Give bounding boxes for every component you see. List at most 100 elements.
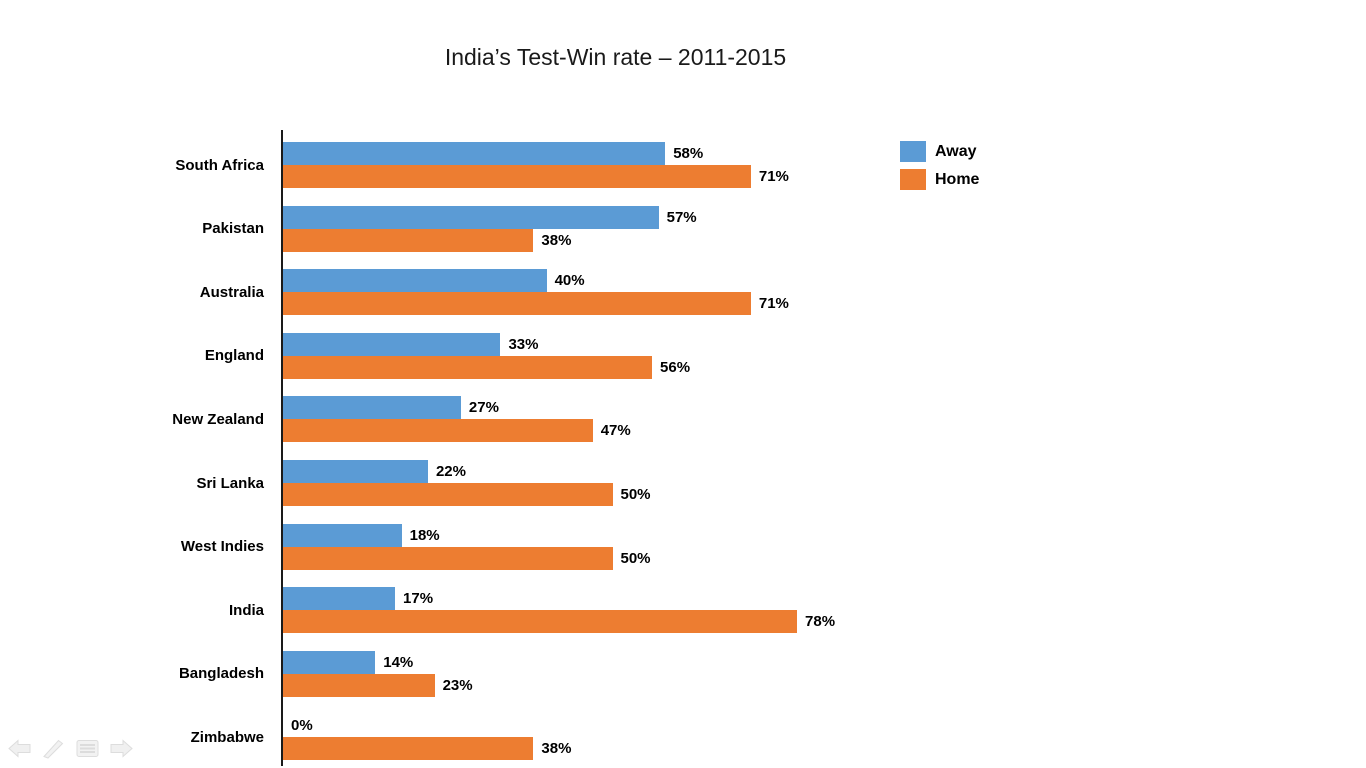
legend-label: Home (935, 170, 980, 188)
y-axis-line (281, 130, 283, 766)
bar-group: 14% 23% (283, 650, 473, 697)
bar-line-away: 27% (283, 396, 631, 420)
bar-line-home: 71% (283, 165, 789, 188)
bar-home (283, 546, 613, 570)
bar-home (283, 355, 653, 379)
data-label: 23% (442, 676, 473, 694)
bar-away (283, 332, 501, 356)
bar-line-away: 18% (283, 523, 651, 547)
next-slide-icon[interactable] (110, 738, 133, 759)
bar-group: 33% 56% (283, 332, 691, 379)
bar-line-home: 56% (283, 355, 691, 379)
bar-home (283, 419, 593, 443)
legend-swatch-home (900, 169, 926, 190)
bar-line-home: 78% (283, 610, 836, 634)
bar-group: 22% 50% (283, 460, 651, 506)
bar-away (283, 650, 376, 674)
bar-away (283, 523, 402, 547)
data-label: 38% (541, 740, 572, 758)
bar-home (283, 673, 435, 697)
data-label: 78% (805, 613, 836, 631)
category-label: West Indies (180, 538, 264, 556)
category-label: Australia (199, 283, 264, 301)
bar-line-home: 50% (283, 483, 651, 506)
bar-line-home: 71% (283, 292, 789, 316)
legend-item-home: Home (900, 169, 979, 190)
bar-line-away: 17% (283, 587, 835, 611)
data-label: 40% (554, 272, 585, 290)
bar-line-away: 33% (283, 332, 690, 356)
chart-row: Australia 40% 71% (0, 257, 1366, 321)
bar-home (283, 610, 798, 634)
legend-swatch-away (900, 141, 926, 162)
data-label: 33% (508, 335, 539, 353)
bar-away (283, 587, 396, 611)
bar-group: 58% 71% (283, 142, 789, 188)
bar-home (283, 483, 613, 506)
bar-away (283, 142, 666, 165)
data-label: 50% (620, 486, 651, 503)
bar-group: 18% 50% (283, 523, 651, 570)
bar-away (283, 460, 428, 483)
chart-row: India 17% 78% (0, 575, 1366, 639)
bar-line-home: 38% (283, 228, 697, 252)
bar-line-home: 38% (283, 737, 572, 761)
bar-line-home: 47% (283, 419, 631, 443)
bar-line-away: 57% (283, 205, 697, 229)
bar-group: 57% 38% (283, 205, 697, 252)
slideshow-nav-controls (8, 738, 133, 759)
bar-line-home: 50% (283, 546, 651, 570)
bar-away (283, 205, 659, 229)
previous-slide-icon[interactable] (8, 738, 31, 759)
legend-item-away: Away (900, 141, 979, 162)
bar-line-away: 58% (283, 142, 789, 165)
bar-group: 40% 71% (283, 269, 789, 316)
data-label: 47% (600, 422, 631, 440)
bar-home (283, 165, 751, 188)
category-label: South Africa (175, 156, 264, 174)
bar-away (283, 396, 461, 420)
data-label: 17% (403, 590, 434, 608)
bar-home (283, 228, 534, 252)
category-label: Bangladesh (178, 665, 264, 683)
bar-home (283, 292, 751, 316)
data-label: 71% (758, 295, 789, 313)
chart-row: Bangladesh 14% 23% (0, 639, 1366, 703)
bar-line-away: 0% (283, 714, 571, 737)
data-label: 58% (673, 145, 704, 162)
chart-row: England 33% 56% (0, 321, 1366, 385)
category-label: Pakistan (202, 220, 264, 238)
bar-line-away: 40% (283, 269, 789, 293)
category-label: New Zealand (172, 410, 264, 428)
bar-group: 17% 78% (283, 587, 836, 634)
data-label: 38% (541, 231, 572, 249)
slide-menu-icon[interactable] (76, 738, 99, 759)
chart-row: Sri Lanka 22% 50% (0, 448, 1366, 512)
bar-group: 0% 38% (283, 714, 572, 761)
data-label: 71% (758, 168, 789, 185)
pen-tool-icon[interactable] (42, 738, 65, 759)
chart-row: Zimbabwe 0% 38% (0, 702, 1366, 766)
data-label: 18% (409, 526, 440, 544)
bar-line-away: 14% (283, 650, 473, 674)
bar-away (283, 269, 547, 293)
data-label: 50% (620, 549, 651, 567)
category-label: Sri Lanka (196, 474, 264, 492)
bar-group: 27% 47% (283, 396, 631, 443)
data-label: 14% (383, 653, 414, 671)
legend-label: Away (935, 142, 977, 160)
data-label: 22% (435, 463, 466, 480)
chart-row: West Indies 18% 50% (0, 512, 1366, 576)
chart-row: South Africa 58% 71% (0, 130, 1366, 194)
chart-row: New Zealand 27% 47% (0, 384, 1366, 448)
category-label: India (228, 601, 264, 619)
data-label: 27% (468, 399, 499, 417)
bar-line-away: 22% (283, 460, 651, 483)
data-label: 56% (660, 358, 691, 376)
data-label: 0% (291, 717, 313, 735)
category-label: Zimbabwe (190, 728, 264, 746)
category-label: England (204, 347, 264, 365)
bar-home (283, 737, 534, 761)
chart-row: Pakistan 57% 38% (0, 194, 1366, 258)
